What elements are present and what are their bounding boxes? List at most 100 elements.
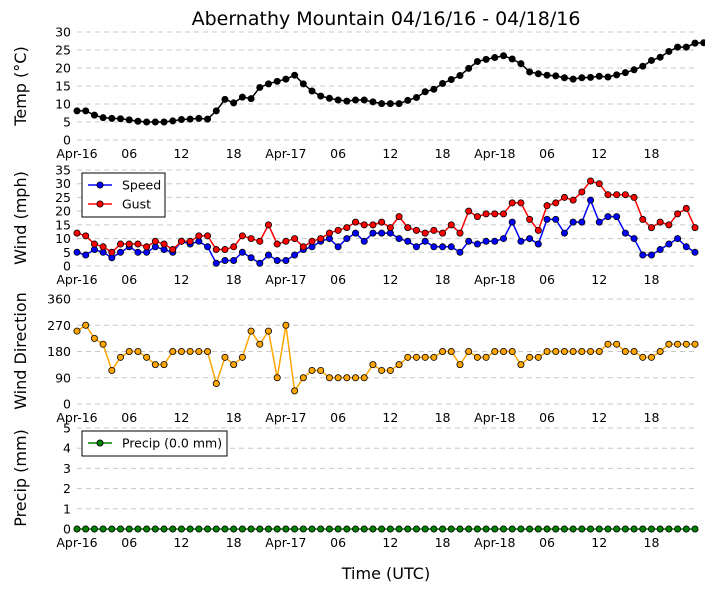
precip-y-tick-label: 2 <box>63 481 71 496</box>
wind-direction-series-point <box>108 366 116 374</box>
wind-speed-series-point <box>264 251 272 259</box>
precip-precip-0-0-mm-series-point <box>186 525 194 533</box>
wind-x-tick-label: 06 <box>121 272 137 287</box>
wind-direction-x-tick-label: 18 <box>226 410 242 425</box>
wind-x-tick-label: Apr-17 <box>265 272 306 287</box>
precip-precip-0-0-mm-series-point <box>221 525 229 533</box>
temp-series-point <box>412 94 420 102</box>
precip-precip-0-0-mm-series-point <box>587 525 595 533</box>
wind-direction-series-point <box>308 366 316 374</box>
precip-precip-0-0-mm-series-point <box>639 525 647 533</box>
wind-direction-series-point <box>630 347 638 355</box>
wind-direction-series-point <box>473 353 481 361</box>
wind-x-tick-label: 18 <box>435 272 451 287</box>
wind-gust-series-point <box>299 243 307 251</box>
precip-precip-0-0-mm-series-point <box>169 525 177 533</box>
temp-series-point <box>552 72 560 80</box>
temp-series-point <box>134 117 142 125</box>
wind-direction-x-tick-label: Apr-16 <box>56 410 97 425</box>
temp-series-point <box>700 39 705 47</box>
wind-speed-series-point <box>569 218 577 226</box>
temp-series-point <box>238 93 246 101</box>
wind-speed-series-point <box>256 259 264 267</box>
wind-x-tick-label: 12 <box>382 272 398 287</box>
wind-direction-series-point <box>134 347 142 355</box>
wind-direction-series-point <box>386 366 394 374</box>
wind-speed-series-point <box>682 243 690 251</box>
precip-x-tick-label: 06 <box>121 535 137 550</box>
wind-y-tick-label: 5 <box>63 245 71 260</box>
temp-series-point <box>108 114 116 122</box>
wind-speed-series-point <box>412 243 420 251</box>
wind-direction-series-point <box>343 374 351 382</box>
wind-gust-series-point <box>247 235 255 243</box>
wind-direction-series-point <box>169 347 177 355</box>
wind-direction-series-point <box>526 353 534 361</box>
temp-series-point <box>395 100 403 108</box>
wind-direction-series-point <box>221 353 229 361</box>
wind-gust-series-point <box>186 237 194 245</box>
wind-direction-series-point <box>151 361 159 369</box>
precip-precip-0-0-mm-series-point <box>552 525 560 533</box>
wind-direction-x-tick-label: 06 <box>330 410 346 425</box>
temp-series-point <box>587 73 595 81</box>
temp-series-point <box>186 115 194 123</box>
wind-direction-series-point <box>500 347 508 355</box>
precip-precip-0-0-mm-series-point <box>500 525 508 533</box>
temp-x-tick-label: 06 <box>330 146 346 161</box>
precip-precip-0-0-mm-series-point <box>439 525 447 533</box>
wind-gust-series-point <box>308 237 316 245</box>
wind-gust-series-point <box>412 226 420 234</box>
wind-speed-series-point <box>647 251 655 259</box>
wind-direction-series-point <box>204 347 212 355</box>
wind-gust-series-point <box>317 235 325 243</box>
precip-x-tick-label: 06 <box>330 535 346 550</box>
temp-series-point <box>90 111 98 119</box>
temp-y-tick-label: 0 <box>63 133 71 148</box>
wind-speed-series-point <box>273 257 281 265</box>
temp-series-point <box>430 85 438 93</box>
wind-x-tick-label: 06 <box>330 272 346 287</box>
wind-direction-x-tick-label: Apr-18 <box>474 410 515 425</box>
wind-direction-series-point <box>543 347 551 355</box>
wind-direction-series-point <box>508 347 516 355</box>
temp-series-point <box>125 116 133 124</box>
wind-direction-y-tick-label: 270 <box>47 318 71 333</box>
wind-gust-series-point <box>282 237 290 245</box>
wind-y-tick-label: 15 <box>55 217 71 232</box>
wind-gust-series-point <box>569 196 577 204</box>
wind-direction-series-point <box>578 347 586 355</box>
wind-gust-series-point <box>343 224 351 232</box>
wind-direction-series-point <box>456 361 464 369</box>
wind-gust-series-point <box>334 226 342 234</box>
temp-series-point <box>639 62 647 70</box>
wind-legend-gust-marker <box>96 200 104 208</box>
temp-y-tick-label: 10 <box>55 97 71 112</box>
wind-direction-series-point <box>430 353 438 361</box>
wind-speed-series-point <box>456 248 464 256</box>
precip-x-tick-label: Apr-18 <box>474 535 515 550</box>
wind-direction-y-axis-label: Wind Direction <box>11 292 30 410</box>
precip-x-tick-label: 12 <box>173 535 189 550</box>
wind-direction-series-point <box>691 340 699 348</box>
wind-gust-series-point <box>325 229 333 237</box>
precip-precip-0-0-mm-series-point <box>317 525 325 533</box>
temp-series-line <box>77 42 704 123</box>
temp-series-point <box>543 71 551 79</box>
precip-precip-0-0-mm-series-point <box>430 525 438 533</box>
precip-precip-0-0-mm-series-point <box>108 525 116 533</box>
wind-gust-series-point <box>99 243 107 251</box>
temp-series-point <box>360 96 368 104</box>
wind-x-tick-label: Apr-16 <box>56 272 97 287</box>
temp-series-point <box>169 117 177 125</box>
wind-speed-series-point <box>604 213 612 221</box>
wind-direction-series-point <box>273 374 281 382</box>
wind-legend-speed-marker <box>96 181 104 189</box>
wind-direction-series-point <box>282 321 290 329</box>
wind-gust-series-point <box>665 221 673 229</box>
temp-series-point <box>569 75 577 83</box>
temp-series-point <box>204 115 212 123</box>
temp-series-point <box>256 83 264 91</box>
